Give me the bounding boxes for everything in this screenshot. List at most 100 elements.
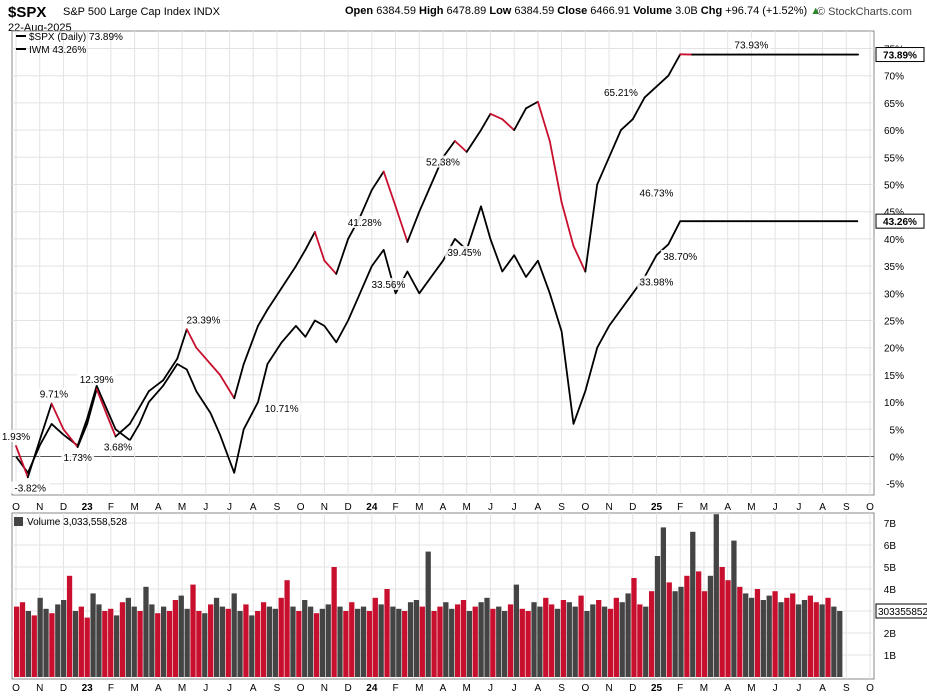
spx-segment <box>280 265 297 289</box>
x-tick-label-bottom: S <box>274 683 281 694</box>
volume-bar <box>349 602 355 677</box>
annotation-label: -3.82% <box>14 483 46 494</box>
last-value-tag <box>875 47 925 63</box>
volume-value: 3.0B <box>675 5 698 17</box>
x-tick-label-bottom: J <box>796 683 801 694</box>
annotation-bg <box>444 245 484 258</box>
volume-bar <box>795 604 802 677</box>
volume-bar <box>678 586 684 677</box>
volume-bar <box>454 604 461 677</box>
spx-segment <box>480 112 492 132</box>
annotation-bg <box>61 451 95 464</box>
volume-bar <box>384 589 390 677</box>
volume-y-tick: 6B <box>884 541 897 552</box>
x-tick-label: F <box>393 502 399 513</box>
volume-bar <box>743 593 749 677</box>
x-tick-label-bottom: J <box>227 683 232 694</box>
annotation-label: 1.73% <box>63 453 91 464</box>
volume-bar <box>460 600 467 677</box>
spx-segment <box>584 183 599 273</box>
volume-bar <box>331 567 337 677</box>
volume-bar <box>748 597 755 677</box>
spx-segment <box>95 388 108 414</box>
volume-bar <box>719 567 725 677</box>
chg-label: Chg <box>700 5 723 17</box>
last-value-tag <box>875 213 925 229</box>
x-tick-label-bottom: M <box>463 683 471 694</box>
volume-bar <box>778 602 784 677</box>
x-tick-label: M <box>130 502 138 513</box>
legend-entry: $SPX (Daily) 73.89% <box>29 32 123 43</box>
volume-bar <box>313 613 320 677</box>
y-tick-label: 70% <box>884 72 904 83</box>
volume-bar <box>78 606 84 677</box>
x-tick-label-bottom: 24 <box>366 683 378 694</box>
volume-bar <box>819 604 825 677</box>
annotation-label: 33.98% <box>640 278 674 289</box>
spx-segment <box>114 422 131 438</box>
annotation-bg <box>731 38 771 51</box>
y-tick-label: 35% <box>884 262 904 273</box>
x-tick-label-bottom: F <box>393 683 399 694</box>
x-tick-label-bottom: J <box>512 683 517 694</box>
annotation-bg <box>101 440 135 453</box>
volume-bar <box>648 591 655 677</box>
x-tick-label: J <box>796 502 801 513</box>
spx-segment <box>370 170 385 191</box>
open-value: 6384.59 <box>376 5 416 17</box>
iwm-line <box>15 205 859 474</box>
y-tick-label: -5% <box>886 480 904 491</box>
spx-segment <box>560 201 575 247</box>
volume-bar <box>484 597 490 677</box>
volume-bar <box>137 611 143 677</box>
volume-bar <box>278 597 284 677</box>
x-tick-label-bottom: D <box>344 683 351 694</box>
x-tick-label: D <box>344 502 351 513</box>
volume-bar <box>813 602 819 677</box>
x-tick-label-bottom: N <box>605 683 612 694</box>
annotation-label: 41.28% <box>348 218 382 229</box>
spx-segment <box>513 107 527 132</box>
volume-bar <box>325 604 331 677</box>
volume-bar <box>631 578 637 677</box>
volume-bar <box>113 615 120 677</box>
volume-bar <box>84 617 90 677</box>
x-tick-label-bottom: F <box>677 683 683 694</box>
volume-bar <box>319 608 326 677</box>
volume-bar <box>102 611 108 677</box>
annotation-bg <box>637 186 676 199</box>
x-tick-label: 25 <box>651 502 663 513</box>
x-tick-label: A <box>155 502 162 513</box>
chg-value: +96.74 (+1.52%) <box>725 5 808 17</box>
volume-bar <box>654 556 661 677</box>
volume-bar <box>419 606 425 677</box>
x-tick-label: J <box>227 502 232 513</box>
x-tick-label: N <box>321 502 328 513</box>
x-tick-label-bottom: O <box>297 683 305 694</box>
x-tick-label: M <box>178 502 186 513</box>
annotation-label: 1.93% <box>2 432 30 443</box>
volume-bar <box>478 602 484 677</box>
volume-bar <box>178 595 184 677</box>
spx-segment <box>394 205 409 243</box>
spx-segment <box>195 346 212 365</box>
x-tick-label: O <box>12 502 20 513</box>
close-label: Close <box>557 5 588 17</box>
volume-bar <box>672 591 678 677</box>
brand-logo: © StockCharts.com <box>817 6 912 18</box>
x-tick-label: A <box>819 502 826 513</box>
x-tick-label-bottom: 23 <box>82 683 94 694</box>
x-tick-label-bottom: S <box>843 683 850 694</box>
x-tick-label: N <box>36 502 43 513</box>
volume-bar <box>372 597 378 677</box>
volume-bar <box>549 604 555 677</box>
volume-bar <box>531 602 537 677</box>
volume-bar <box>501 611 508 677</box>
volume-bar <box>525 611 531 677</box>
x-tick-label: 24 <box>366 502 378 513</box>
x-tick-label: M <box>700 502 708 513</box>
spx-segment <box>257 308 269 327</box>
spx-segment <box>608 129 622 159</box>
y-tick-label: 65% <box>884 99 904 110</box>
spx-segment <box>304 231 316 251</box>
